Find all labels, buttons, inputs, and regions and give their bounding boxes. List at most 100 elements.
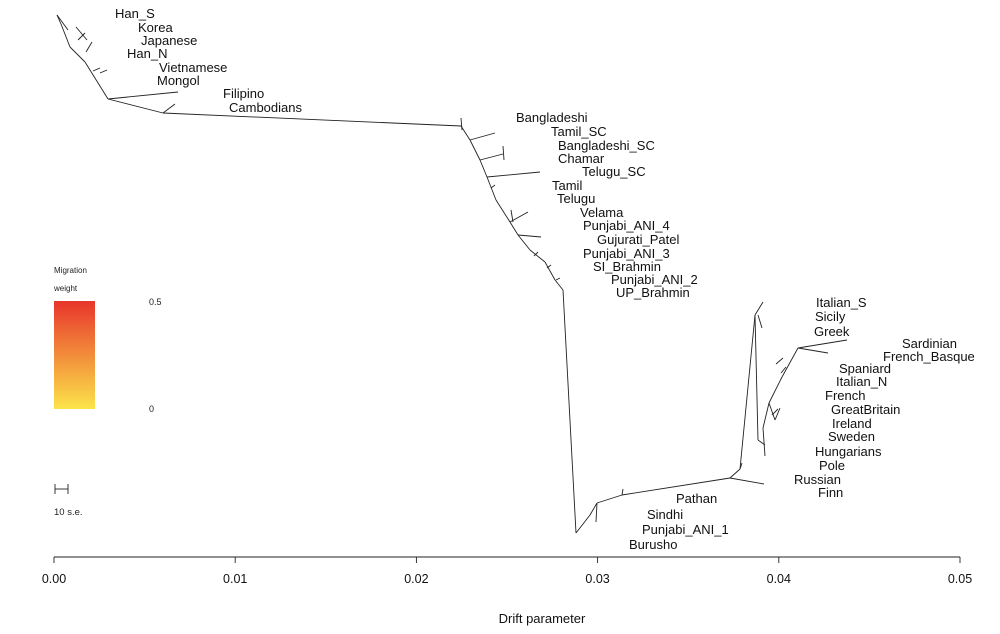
- tree-branch: [739, 314, 756, 470]
- population-label: Ireland: [832, 416, 872, 431]
- tree-branch: [490, 184, 496, 189]
- population-label: Chamar: [558, 151, 605, 166]
- population-label: Mongol: [157, 73, 200, 88]
- population-label: Velama: [580, 205, 624, 220]
- tree-branch: [621, 477, 731, 496]
- tree-branch: [469, 139, 481, 161]
- population-label: Punjabi_ANI_1: [642, 522, 729, 537]
- population-label: French_Basque: [883, 349, 975, 364]
- tree-branch: [77, 32, 86, 41]
- tree-branch: [486, 171, 541, 178]
- tree-branch: [529, 249, 546, 263]
- tree-branch: [495, 199, 511, 223]
- tree-branch: [107, 91, 179, 100]
- population-label: Korea: [138, 20, 173, 35]
- tree-branch: [107, 98, 164, 114]
- tree-branch: [595, 502, 598, 523]
- tree-branch: [56, 14, 62, 25]
- tree-branch: [460, 117, 463, 131]
- legend-gradient-bar: [54, 301, 95, 409]
- tree-branch: [479, 153, 504, 161]
- population-label: Italian_N: [836, 374, 887, 389]
- tree-branch: [775, 357, 784, 365]
- population-label: Greek: [814, 324, 850, 339]
- tree-branch: [729, 468, 741, 479]
- population-label: Tamil: [552, 178, 582, 193]
- population-label: Punjabi_ANI_4: [583, 218, 670, 233]
- tree-branch: [99, 69, 108, 74]
- population-label: Han_S: [115, 6, 155, 21]
- x-tick-label: 0.03: [585, 572, 609, 586]
- tree-branch: [479, 159, 488, 178]
- population-label: Sindhi: [647, 507, 683, 522]
- tree-branch: [92, 67, 101, 72]
- tree-branch: [562, 289, 577, 534]
- population-label: GreatBritain: [831, 402, 900, 417]
- tree-branch: [596, 494, 623, 504]
- tree-branch: [460, 125, 471, 141]
- population-label: Finn: [818, 485, 843, 500]
- tree-branch: [469, 132, 496, 141]
- tree-branch: [509, 221, 519, 236]
- population-label: Japanese: [141, 33, 197, 48]
- population-label: Han_N: [127, 46, 167, 61]
- population-label: Filipino: [223, 86, 264, 101]
- population-label: Pathan: [676, 491, 717, 506]
- population-label: Tamil_SC: [551, 124, 607, 139]
- tree-branch: [771, 408, 779, 416]
- tree-branch: [739, 462, 743, 470]
- tree-branch: [162, 103, 176, 114]
- scale-bar-label: 10 s.e.: [54, 507, 83, 518]
- tree-branch: [85, 41, 93, 53]
- population-label: Sicily: [815, 309, 846, 324]
- x-tick-label: 0.00: [42, 572, 66, 586]
- tree-branch: [486, 176, 497, 201]
- tree-branch: [555, 277, 561, 281]
- tree-branch: [517, 234, 531, 251]
- population-label: Burusho: [629, 537, 677, 552]
- population-label: Sardinian: [902, 336, 957, 351]
- tree-branch: [781, 347, 799, 378]
- x-tick-label: 0.02: [404, 572, 428, 586]
- tree-branch: [589, 502, 598, 516]
- population-label: Bangladeshi_SC: [558, 138, 655, 153]
- population-label: Sweden: [828, 429, 875, 444]
- tree-branch: [544, 261, 556, 281]
- tree-branch: [754, 301, 764, 316]
- tree-branch: [162, 112, 462, 127]
- tree-branch: [768, 402, 776, 421]
- tree-branch: [768, 376, 783, 404]
- tree-branch: [774, 407, 781, 421]
- population-label: Gujurati_Patel: [597, 232, 679, 247]
- population-label: French: [825, 388, 865, 403]
- tree-branch: [533, 251, 539, 257]
- tree-branch: [754, 314, 759, 441]
- x-tick-label: 0.01: [223, 572, 247, 586]
- population-label: Pole: [819, 458, 845, 473]
- tree-branch: [502, 145, 505, 161]
- tree-branch: [780, 366, 787, 374]
- population-label: Cambodians: [229, 100, 302, 115]
- tree-branch: [757, 314, 763, 329]
- population-label: Russian: [794, 472, 841, 487]
- tree-branch: [762, 427, 766, 457]
- tree-branch: [554, 279, 564, 291]
- population-label: Hungarians: [815, 444, 882, 459]
- migration-legend: Migration weight 0.5 0: [53, 266, 162, 414]
- x-tick-label: 0.04: [767, 572, 791, 586]
- tree-branch: [621, 488, 624, 496]
- tree-branch: [84, 61, 109, 100]
- population-label: Vietnamese: [159, 60, 227, 75]
- scale-bar: 10 s.e.: [54, 484, 83, 518]
- population-label: Punjabi_ANI_2: [611, 272, 698, 287]
- x-axis: 0.00 0.01 0.02 0.03 0.04 0.05: [42, 556, 972, 586]
- tree-branch: [729, 477, 765, 485]
- tree-branch: [797, 347, 829, 354]
- population-label: Telugu_SC: [582, 164, 646, 179]
- tree-branch: [762, 402, 770, 429]
- tree-branch: [797, 339, 848, 349]
- tree-branch: [56, 14, 69, 31]
- tree-branches: [56, 14, 848, 534]
